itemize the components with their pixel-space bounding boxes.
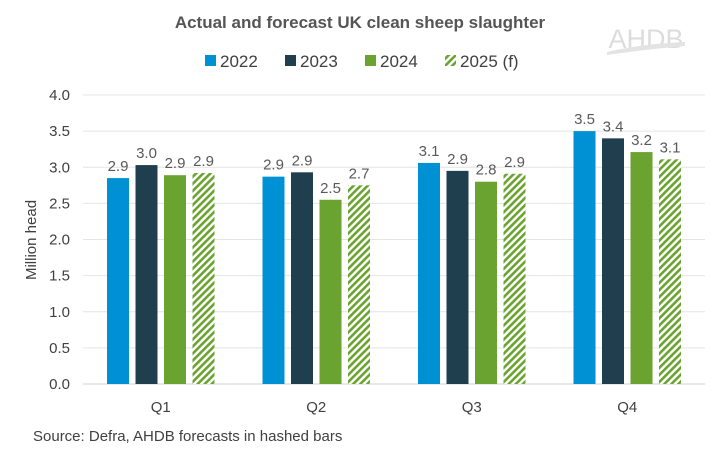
x-tick-label: Q1	[151, 399, 171, 416]
legend-swatch	[285, 55, 296, 66]
data-label: 3.0	[136, 145, 157, 162]
y-tick-label: 2.5	[49, 195, 70, 212]
y-tick-label: 0.0	[49, 376, 70, 393]
legend-item: 2023	[285, 52, 338, 71]
data-label: 2.9	[447, 151, 468, 168]
legend-swatch	[445, 55, 456, 66]
bar-2022-Q3	[418, 162, 440, 384]
legend-item: 2022	[205, 52, 258, 71]
legend-label: 2025 (f)	[460, 52, 519, 71]
bar-2024-Q1	[164, 175, 186, 384]
bar-2022-Q4	[573, 131, 596, 384]
data-label: 3.1	[419, 143, 440, 160]
bar-2023-Q2	[291, 172, 313, 384]
x-tick-label: Q2	[306, 399, 326, 416]
y-tick-label: 1.0	[49, 304, 70, 321]
y-axis-label: Million head	[23, 200, 40, 280]
legend-item: 2025 (f)	[445, 52, 519, 71]
data-label: 2.9	[504, 154, 525, 171]
y-tick-label: 1.5	[49, 268, 70, 285]
data-label: 2.9	[108, 158, 129, 175]
data-label: 2.9	[165, 155, 186, 172]
y-tick-label: 3.0	[49, 159, 70, 176]
data-label: 2.9	[193, 153, 214, 170]
bar-2023-Q3	[446, 170, 469, 384]
bar-2024-Q3	[475, 181, 497, 384]
x-tick-label: Q3	[462, 399, 482, 416]
legend-swatch	[205, 55, 216, 66]
logo-swoosh	[607, 42, 685, 55]
legend-label: 2022	[220, 52, 258, 71]
legend-swatch	[365, 55, 376, 66]
data-label: 3.4	[603, 118, 624, 135]
bar-2025-f-Q3	[503, 173, 526, 384]
x-tick-label: Q4	[617, 399, 637, 416]
legend: 2022 2023 2024 2025 (f)	[205, 52, 519, 71]
data-label: 2.9	[263, 157, 284, 174]
chart-title: Actual and forecast UK clean sheep slaug…	[175, 13, 546, 32]
bar-2024-Q2	[319, 199, 342, 384]
source-note: Source: Defra, AHDB forecasts in hashed …	[33, 428, 342, 445]
y-tick-label: 3.5	[49, 123, 70, 140]
y-tick-label: 2.0	[49, 232, 70, 249]
ahdb-logo: AHDB	[607, 24, 685, 55]
data-label: 3.1	[660, 139, 681, 156]
data-label: 2.9	[292, 152, 313, 169]
legend-label: 2023	[300, 52, 338, 71]
legend-item: 2024	[365, 52, 418, 71]
data-label: 3.2	[631, 132, 652, 149]
legend-label: 2024	[380, 52, 418, 71]
bar-2024-Q4	[630, 152, 653, 384]
y-tick-label: 0.5	[49, 340, 70, 357]
bar-2023-Q1	[135, 165, 158, 384]
bar-2025-f-Q2	[348, 185, 370, 384]
bar-2022-Q1	[107, 178, 129, 384]
data-label: 2.8	[476, 162, 497, 179]
data-label: 2.5	[320, 180, 341, 197]
bar-2025-f-Q1	[192, 173, 215, 384]
y-tick-label: 4.0	[49, 87, 70, 104]
bar-2025-f-Q4	[659, 159, 681, 384]
data-label: 2.7	[349, 165, 370, 182]
bar-2022-Q2	[262, 176, 285, 384]
data-label: 3.5	[574, 111, 595, 128]
bar-2023-Q4	[602, 138, 624, 384]
